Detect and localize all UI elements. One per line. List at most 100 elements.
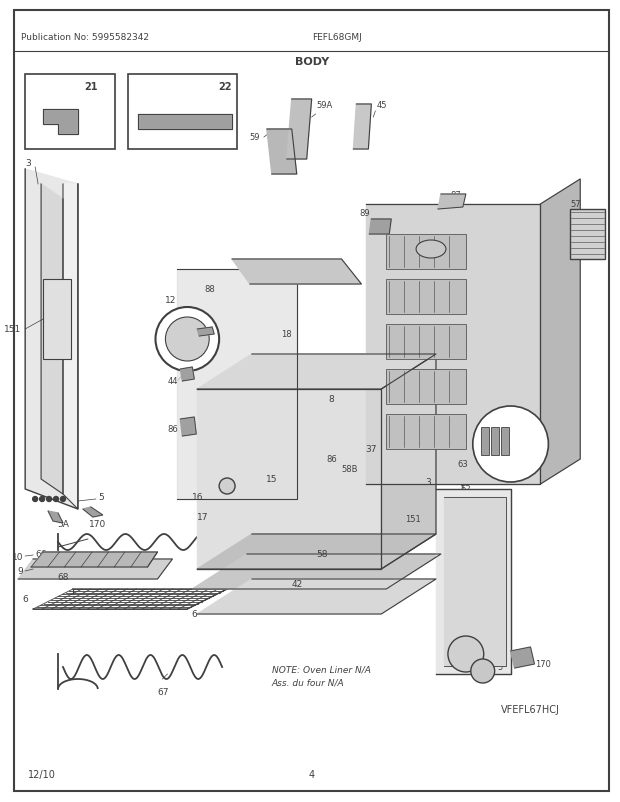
Text: 22: 22 <box>219 82 232 92</box>
Text: 62: 62 <box>461 485 471 494</box>
Text: 4: 4 <box>309 769 315 779</box>
FancyBboxPatch shape <box>386 415 466 449</box>
Polygon shape <box>48 512 63 524</box>
Text: BODY: BODY <box>294 57 329 67</box>
Polygon shape <box>43 110 78 135</box>
FancyBboxPatch shape <box>386 235 466 269</box>
Text: 151: 151 <box>405 515 421 524</box>
Circle shape <box>40 497 45 502</box>
Circle shape <box>46 497 51 502</box>
Polygon shape <box>18 559 172 579</box>
Text: 5A: 5A <box>445 635 456 644</box>
Text: 8: 8 <box>329 395 334 404</box>
Text: 12/10: 12/10 <box>28 769 56 779</box>
Circle shape <box>448 636 484 672</box>
Text: Ass. du four N/A: Ass. du four N/A <box>272 678 345 687</box>
Bar <box>128 75 237 150</box>
Polygon shape <box>287 100 312 160</box>
Text: FEFL68GMJ: FEFL68GMJ <box>312 34 361 43</box>
Polygon shape <box>370 220 391 235</box>
Bar <box>43 280 71 359</box>
Polygon shape <box>63 184 78 509</box>
Text: 86: 86 <box>326 455 337 464</box>
Text: 21: 21 <box>84 82 98 92</box>
Text: 59A: 59A <box>317 100 333 109</box>
Polygon shape <box>197 534 436 569</box>
Polygon shape <box>511 647 534 668</box>
Polygon shape <box>83 508 103 517</box>
Text: 66: 66 <box>35 550 47 559</box>
Circle shape <box>219 479 235 494</box>
Bar <box>570 210 605 260</box>
Bar <box>490 427 498 456</box>
Text: 57: 57 <box>570 200 580 209</box>
Text: 3: 3 <box>425 477 431 486</box>
Polygon shape <box>436 489 511 674</box>
Bar <box>25 75 115 150</box>
Text: 58B: 58B <box>341 465 358 474</box>
Ellipse shape <box>416 241 446 259</box>
Polygon shape <box>177 269 297 500</box>
Polygon shape <box>353 105 371 150</box>
Polygon shape <box>180 367 194 382</box>
Text: 67: 67 <box>157 687 169 696</box>
Polygon shape <box>366 205 541 484</box>
Text: 12: 12 <box>165 296 176 305</box>
Text: 68: 68 <box>57 573 69 581</box>
Text: NOTE: Oven Liner N/A: NOTE: Oven Liner N/A <box>272 665 371 674</box>
Polygon shape <box>192 554 441 589</box>
Polygon shape <box>232 260 361 285</box>
Polygon shape <box>541 180 580 484</box>
Polygon shape <box>267 130 297 175</box>
Polygon shape <box>438 195 466 210</box>
Text: 17: 17 <box>197 512 208 522</box>
Text: 151: 151 <box>4 325 21 334</box>
Polygon shape <box>197 390 381 569</box>
Text: 88: 88 <box>205 286 216 294</box>
FancyBboxPatch shape <box>386 325 466 359</box>
Polygon shape <box>197 579 436 614</box>
Bar <box>480 427 489 456</box>
Text: 15: 15 <box>266 475 278 484</box>
Text: 63: 63 <box>458 460 468 469</box>
FancyBboxPatch shape <box>386 370 466 404</box>
Circle shape <box>473 407 548 482</box>
Text: 6: 6 <box>22 595 28 604</box>
Text: Publication No: 5995582342: Publication No: 5995582342 <box>21 34 149 43</box>
Text: 170: 170 <box>89 520 107 529</box>
Polygon shape <box>41 184 63 494</box>
Text: 3: 3 <box>25 159 31 168</box>
Polygon shape <box>180 418 197 436</box>
Polygon shape <box>138 115 232 130</box>
Text: 9: 9 <box>17 567 23 576</box>
Text: 71: 71 <box>431 241 441 249</box>
Circle shape <box>61 497 66 502</box>
Polygon shape <box>381 354 436 569</box>
Circle shape <box>471 659 495 683</box>
Text: 86: 86 <box>167 425 178 434</box>
Text: 89: 89 <box>359 209 370 217</box>
Polygon shape <box>444 497 506 666</box>
Text: 87: 87 <box>451 190 461 199</box>
Circle shape <box>166 318 209 362</box>
Text: 5: 5 <box>498 662 503 671</box>
Polygon shape <box>197 327 214 337</box>
Text: 37: 37 <box>366 445 377 454</box>
Text: 59: 59 <box>249 133 260 142</box>
Text: 58: 58 <box>316 550 327 559</box>
Text: 5: 5 <box>98 493 104 502</box>
Text: 5A: 5A <box>57 520 69 529</box>
Text: 1: 1 <box>460 485 466 494</box>
Text: 45: 45 <box>376 100 387 109</box>
Text: 16: 16 <box>192 493 203 502</box>
Text: 42: 42 <box>291 580 303 589</box>
Bar <box>500 427 508 456</box>
Circle shape <box>33 497 38 502</box>
Text: ReplacementParts.com: ReplacementParts.com <box>222 392 401 407</box>
Text: 6: 6 <box>192 610 197 618</box>
Polygon shape <box>31 553 157 567</box>
Text: 58A: 58A <box>242 260 258 269</box>
Text: 18: 18 <box>281 330 292 339</box>
Circle shape <box>53 497 58 502</box>
Circle shape <box>156 308 219 371</box>
